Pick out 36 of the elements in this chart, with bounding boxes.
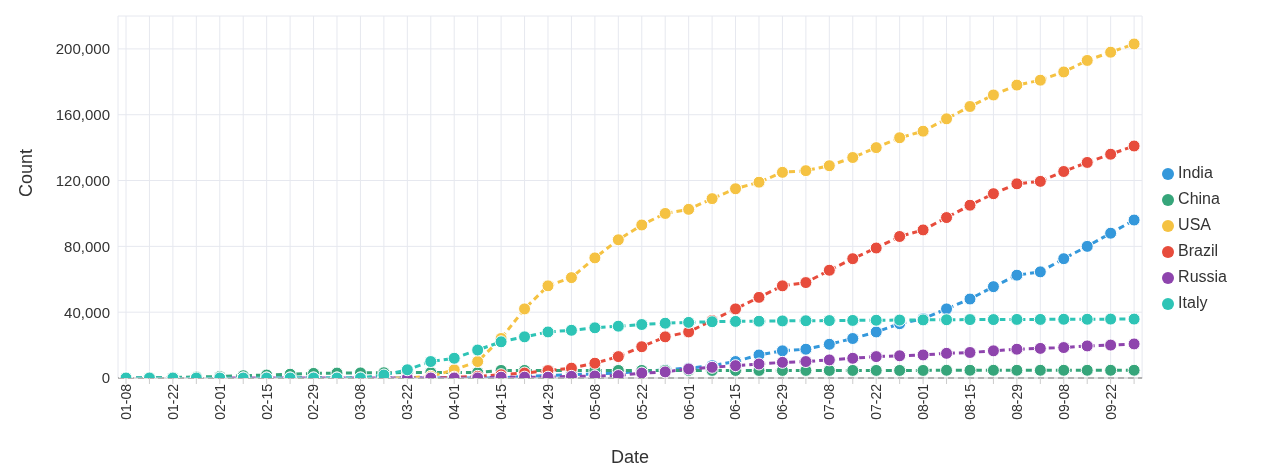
- y-tick-label: 200,000: [55, 40, 110, 58]
- x-tick-label: 07-22: [868, 383, 885, 420]
- x-tick-label: 01-22: [164, 383, 181, 420]
- x-tick-label: 03-22: [399, 383, 416, 420]
- x-tick-label: 07-08: [821, 383, 838, 420]
- x-tick-label: 09-08: [1055, 383, 1072, 420]
- x-tick-label: 05-08: [586, 383, 603, 420]
- x-tick-label: 05-22: [633, 383, 650, 420]
- x-tick-label: 09-22: [1102, 383, 1119, 420]
- x-tick-label: 08-15: [961, 383, 978, 420]
- x-tick-label: 04-01: [446, 383, 463, 420]
- y-axis-title: Count: [16, 148, 37, 197]
- x-tick-label: 02-01: [211, 383, 228, 420]
- x-tick-label: 02-15: [258, 383, 275, 420]
- x-tick-label: 04-15: [493, 383, 510, 420]
- y-tick-label: 120,000: [55, 171, 110, 189]
- legend-label: Italy: [1178, 294, 1208, 311]
- x-tick-label: 01-08: [117, 383, 134, 420]
- legend-label: Brazil: [1178, 242, 1219, 259]
- x-tick-label: 04-29: [539, 383, 556, 420]
- y-tick-label: 160,000: [55, 106, 110, 124]
- x-tick-label: 08-01: [915, 383, 932, 420]
- x-axis-title: Date: [611, 447, 650, 467]
- legend-label: USA: [1178, 216, 1211, 233]
- x-tick-label: 06-01: [680, 383, 697, 420]
- x-tick-label: 06-15: [727, 383, 744, 420]
- x-tick-label: 08-29: [1008, 383, 1025, 420]
- y-tick-label: 0: [101, 369, 110, 387]
- y-tick-label: 80,000: [64, 237, 110, 255]
- x-tick-label: 02-29: [305, 383, 322, 420]
- legend-label: Russia: [1178, 268, 1227, 285]
- x-tick-label: 06-29: [774, 383, 791, 420]
- y-tick-label: 40,000: [64, 303, 110, 321]
- legend-label: China: [1178, 190, 1220, 207]
- x-tick-label: 03-08: [352, 383, 369, 420]
- legend-label: India: [1178, 164, 1213, 181]
